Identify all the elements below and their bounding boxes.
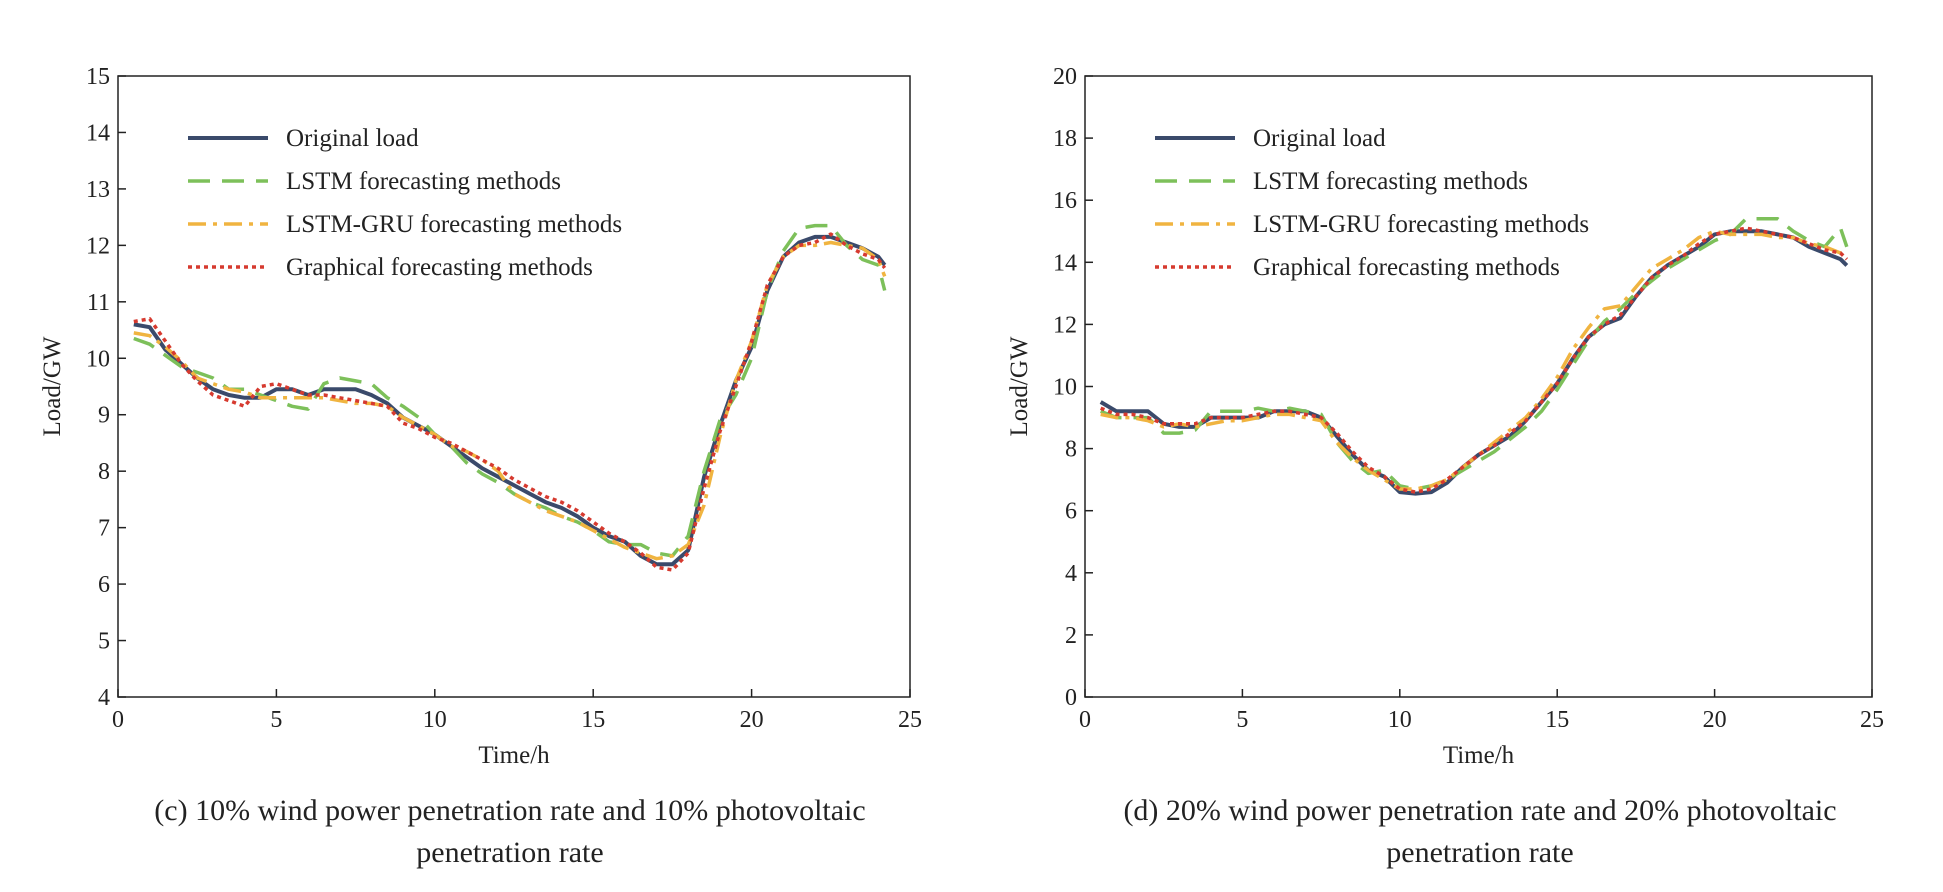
legend-label: LSTM-GRU forecasting methods (286, 211, 622, 238)
caption-c-line2: penetration rate (416, 836, 604, 869)
y-tick-label: 8 (98, 459, 110, 485)
y-tick-label: 4 (98, 685, 110, 711)
y-tick-label: 15 (86, 64, 110, 90)
y-tick-label: 4 (1065, 561, 1077, 587)
series-line-dashed (133, 223, 887, 558)
x-tick-label: 15 (581, 707, 605, 733)
y-tick-label: 14 (1053, 250, 1077, 276)
y-tick-label: 9 (98, 403, 110, 429)
y-tick-label: 14 (86, 120, 110, 146)
x-tick-label: 10 (423, 707, 447, 733)
y-tick-label: 6 (1065, 499, 1077, 525)
y-tick-label: 7 (98, 516, 110, 542)
caption-c-line1: (c) 10% wind power penetration rate and … (154, 794, 866, 827)
chart-panel-c: 0 5 10 15 20 25 4 5 6 7 8 9 10 11 12 13 14 15 Time/h Load/G… (39, 64, 922, 769)
series-line-dotted (133, 232, 887, 572)
legend-label: Original load (1253, 125, 1386, 152)
x-tick-label: 5 (270, 707, 282, 733)
y-tick-label: 8 (1065, 437, 1077, 463)
chart-panel-d: 0 5 10 15 20 25 0 2 4 6 8 10 12 14 16 18 20 Time/h Load/GW… (1006, 64, 1884, 769)
y-axis-label: Load/GW (39, 336, 66, 436)
series-line-dashdot (133, 240, 887, 561)
legend-label: LSTM-GRU forecasting methods (1253, 211, 1589, 238)
y-tick-label: 12 (1053, 312, 1077, 338)
x-tick-label: 20 (1703, 707, 1727, 733)
caption-panel-c: (c) 10% wind power penetration rate and … (60, 790, 960, 874)
series-line-solid (133, 234, 887, 567)
plot-frame (117, 75, 911, 698)
y-tick-label: 13 (86, 177, 110, 203)
x-tick-label: 0 (112, 707, 124, 733)
legend-label: Graphical forecasting methods (286, 254, 593, 281)
caption-d-line2: penetration rate (1386, 836, 1574, 869)
x-axis-label: Time/h (478, 742, 550, 769)
y-tick-label: 18 (1053, 126, 1077, 152)
caption-d-line1: (d) 20% wind power penetration rate and … (1123, 794, 1837, 827)
y-tick-label: 5 (98, 629, 110, 655)
y-tick-label: 10 (86, 346, 110, 372)
legend-label: LSTM forecasting methods (1253, 168, 1528, 195)
y-tick-label: 11 (87, 290, 110, 316)
x-axis-label: Time/h (1443, 742, 1515, 769)
x-tick-label: 10 (1388, 707, 1412, 733)
legend-label: LSTM forecasting methods (286, 168, 561, 195)
legend-label: Graphical forecasting methods (1253, 254, 1560, 281)
y-tick-label: 0 (1065, 685, 1077, 711)
y-axis-label: Load/GW (1006, 336, 1033, 436)
x-tick-label: 25 (1860, 707, 1884, 733)
legend-label: Original load (286, 125, 419, 152)
caption-panel-d: (d) 20% wind power penetration rate and … (1030, 790, 1930, 874)
x-tick-label: 0 (1079, 707, 1091, 733)
y-tick-label: 16 (1053, 188, 1077, 214)
series-line-dashdot (1100, 229, 1848, 491)
y-tick-label: 10 (1053, 375, 1077, 401)
x-tick-label: 5 (1236, 707, 1248, 733)
x-tick-label: 15 (1545, 707, 1569, 733)
y-tick-label: 12 (86, 233, 110, 259)
x-tick-label: 20 (740, 707, 764, 733)
figure: 0 5 10 15 20 25456789101112131415Time/hLoad/G… (39, 64, 1884, 769)
y-tick-label: 6 (98, 572, 110, 598)
y-tick-label: 2 (1065, 623, 1077, 649)
x-tick-label: 25 (898, 707, 922, 733)
y-tick-label: 20 (1053, 64, 1077, 90)
series-line-dotted (1100, 226, 1849, 494)
